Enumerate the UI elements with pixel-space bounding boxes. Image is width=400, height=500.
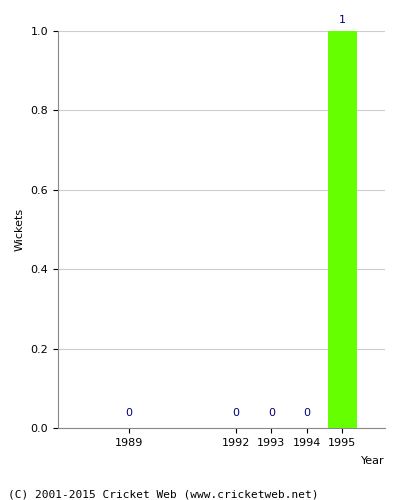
Text: 0: 0	[126, 408, 133, 418]
Text: (C) 2001-2015 Cricket Web (www.cricketweb.net): (C) 2001-2015 Cricket Web (www.cricketwe…	[8, 490, 318, 500]
Y-axis label: Wickets: Wickets	[15, 208, 25, 251]
Text: Year: Year	[361, 456, 385, 466]
Text: 0: 0	[268, 408, 275, 418]
Bar	[328, 31, 356, 428]
Text: 0: 0	[232, 408, 239, 418]
Text: 1: 1	[339, 15, 346, 25]
Text: 0: 0	[303, 408, 310, 418]
